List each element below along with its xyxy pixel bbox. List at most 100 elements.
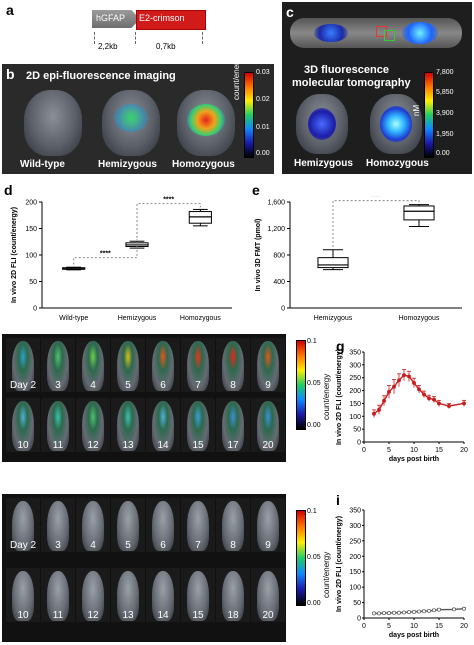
data-point: [402, 610, 406, 615]
mouse-head: [117, 571, 139, 621]
y-tick-label: 250: [349, 538, 361, 545]
mouse-head: [82, 341, 104, 391]
mouse-head: [187, 571, 209, 621]
sig-label-1: ****: [100, 251, 111, 258]
cbar-b-unit: count/energy: [232, 53, 241, 100]
data-point: [392, 384, 396, 389]
mouse-c-hemizygous: [296, 94, 348, 154]
y-tick-label: 150: [349, 401, 361, 408]
day-image-14: 14: [146, 568, 180, 622]
day-image-5: 5: [111, 338, 145, 392]
x-tick-label: 10: [410, 447, 418, 454]
day-image-6: 6: [146, 338, 180, 392]
label-wildtype: Wild-type: [20, 159, 65, 170]
y-tick-label: 100: [25, 253, 37, 260]
y-tick-label: 50: [29, 279, 37, 286]
day-image-5: 5: [111, 498, 145, 552]
cbar-c-unit: nM: [412, 104, 421, 116]
y-tick-label: 200: [25, 200, 37, 207]
x-tick-label: 15: [435, 447, 443, 454]
box-1: [403, 205, 435, 221]
x-tick-label: 10: [410, 623, 418, 630]
x-tick-label: 5: [387, 623, 391, 630]
day-label: 17: [227, 440, 239, 451]
day-label: 8: [230, 540, 236, 551]
y-axis-title: In vivo 3D FMT (pmol): [255, 219, 262, 292]
day-label: 5: [125, 540, 131, 551]
data-point: [462, 606, 466, 611]
data-point: [447, 404, 451, 408]
data-point: [382, 611, 386, 616]
data-point: [407, 610, 411, 615]
day-label: Day 2: [9, 380, 37, 391]
data-point: [377, 407, 381, 412]
signal-hemi: [114, 104, 148, 132]
panel-label-g: g: [336, 338, 345, 354]
label-homozygous: Homozygous: [172, 159, 235, 170]
y-tick-label: 250: [349, 375, 361, 382]
day-label: 12: [87, 440, 99, 451]
day-label: 5: [125, 380, 131, 391]
day-image-14: 14: [146, 398, 180, 452]
sig-label-2: ****: [163, 197, 174, 204]
x-tick-label: Hemizygous: [118, 315, 157, 322]
x-tick-label: 0: [362, 623, 366, 630]
data-point: [432, 397, 436, 402]
slab-marker-green: [384, 30, 395, 41]
panel-label-i: i: [336, 492, 340, 508]
mouse-head: [187, 401, 209, 451]
data-point: [407, 374, 411, 379]
data-point: [397, 610, 401, 615]
x-axis-title: days post birth: [389, 456, 439, 463]
day-image-13: 13: [111, 568, 145, 622]
day-label: 6: [160, 380, 166, 391]
panel-b-image: b 2D epi-fluorescence imaging Wild-type …: [2, 64, 274, 174]
day-label: 13: [122, 610, 134, 621]
data-point: [372, 411, 376, 416]
day-label: 8: [230, 380, 236, 391]
x-tick-label: Wild-type: [59, 315, 88, 322]
mouse-head: [152, 571, 174, 621]
data-point: [437, 607, 441, 612]
box-0: [317, 257, 349, 269]
cbar-f-tick-0: 0.1: [307, 338, 317, 345]
data-point: [402, 373, 406, 378]
mouse-head: [222, 341, 244, 391]
day-image-15: 15: [181, 398, 215, 452]
crimson-label: E2-crimson: [139, 13, 185, 23]
day-image-18: 18: [216, 568, 250, 622]
day-label: 7: [195, 380, 201, 391]
chart-i: 0 50 100 150 200 250 300 350 0 5 10 15 20 days post b…: [336, 508, 468, 640]
panel-b-title: 2D epi-fluorescence imaging: [26, 70, 176, 82]
panel-label-a: a: [6, 2, 14, 18]
cbar-h-tick-2: 0.00: [307, 600, 321, 607]
data-point: [377, 611, 381, 616]
panel-c-title-1: 3D fluorescence: [304, 64, 389, 76]
day-image-17: 17: [216, 398, 250, 452]
cbar-c-tick-1: 5,850: [436, 89, 454, 96]
day-image-20: 20: [251, 398, 285, 452]
x-tick-label: 5: [387, 447, 391, 454]
x-tick-label: 20: [460, 623, 468, 630]
slab-signal-2: [402, 22, 438, 44]
signal-c-homo: [380, 106, 412, 142]
cbar-c-tick-3: 1,950: [436, 131, 454, 138]
mouse-head: [152, 401, 174, 451]
y-tick-label: 300: [349, 362, 361, 369]
colorbar-b: [244, 72, 254, 158]
panel-label-e: e: [252, 182, 260, 198]
cbar-b-tick-0: 0.03: [256, 69, 270, 76]
mouse-head: [257, 501, 279, 551]
length-bracket-1: [94, 32, 136, 44]
day-label: 11: [52, 610, 64, 621]
cbar-f-unit: count/energy: [322, 373, 331, 420]
data-point: [422, 392, 426, 397]
y-tick-label: 300: [349, 523, 361, 530]
y-tick-label: 100: [349, 585, 361, 592]
mouse-head: [152, 501, 174, 551]
mouse-head: [222, 401, 244, 451]
length-bracket-2: [140, 32, 203, 44]
x-tick-label: 15: [435, 623, 443, 630]
